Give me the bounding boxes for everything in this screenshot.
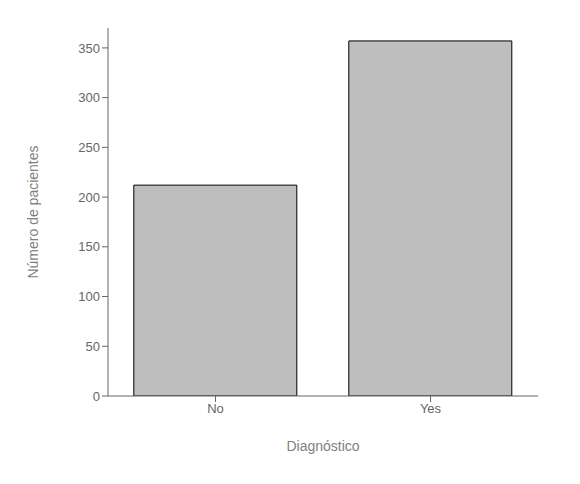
- svg-text:50: 50: [86, 339, 100, 354]
- svg-text:0: 0: [93, 389, 100, 404]
- svg-text:300: 300: [78, 90, 100, 105]
- svg-text:No: No: [207, 401, 224, 416]
- svg-text:Número de pacientes: Número de pacientes: [25, 145, 41, 278]
- svg-text:Diagnóstico: Diagnóstico: [286, 438, 359, 454]
- svg-text:250: 250: [78, 140, 100, 155]
- svg-text:Yes: Yes: [420, 401, 442, 416]
- svg-text:350: 350: [78, 41, 100, 56]
- svg-text:150: 150: [78, 239, 100, 254]
- svg-text:200: 200: [78, 190, 100, 205]
- svg-text:100: 100: [78, 289, 100, 304]
